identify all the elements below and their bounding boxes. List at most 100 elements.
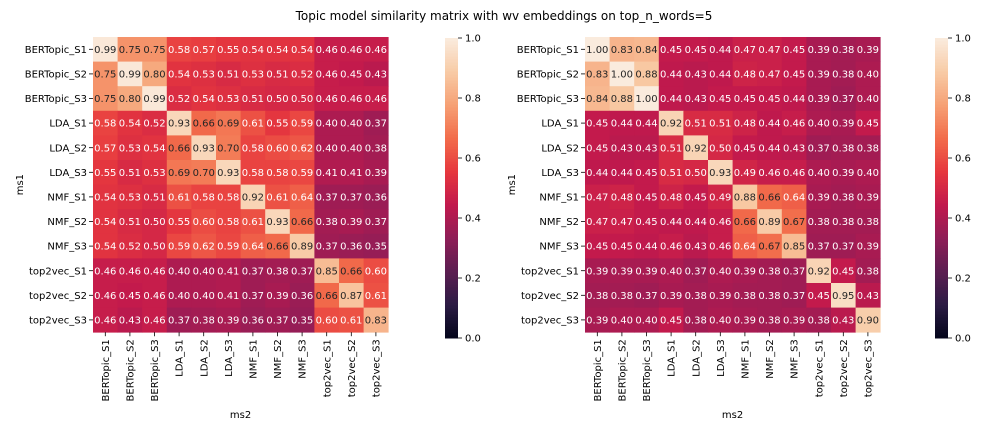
y-tick-label: NMF_S2 [539, 217, 579, 228]
heatmap-cell [240, 135, 266, 161]
cell-value-label: 0.43 [857, 291, 879, 302]
heatmap-cell [314, 160, 340, 185]
heatmap-cell [166, 184, 192, 210]
colorbar-segment [445, 245, 458, 249]
colorbar-segment [935, 263, 948, 267]
colorbar-segment [935, 326, 948, 330]
cell-value-label: 0.54 [94, 242, 116, 253]
heatmap-cell [166, 135, 192, 161]
heatmap-cell [855, 160, 881, 185]
cell-value-label: 0.61 [242, 119, 264, 130]
heatmap-cell [93, 110, 118, 136]
colorbar-segment [445, 323, 458, 327]
heatmap-cell [93, 184, 118, 210]
cell-value-label: 0.49 [709, 193, 731, 204]
heatmap-cell [658, 307, 684, 333]
heatmap-cell [93, 135, 118, 161]
colorbar-tick-label: 0.6 [465, 154, 481, 165]
cell-value-label: 0.40 [857, 70, 879, 81]
cell-value-label: 0.57 [94, 143, 116, 154]
heatmap-cell [781, 110, 807, 136]
colorbar-segment [935, 44, 948, 48]
colorbar-segment [445, 134, 458, 138]
colorbar-segment [445, 212, 458, 216]
colorbar-segment [935, 83, 948, 87]
heatmap-cell [609, 209, 635, 235]
colorbar-segment [935, 212, 948, 216]
cell-value-label: 0.90 [857, 316, 879, 327]
heatmap-cell [166, 160, 192, 185]
colorbar-segment [445, 101, 458, 105]
colorbar-segment [445, 116, 458, 120]
cell-value-label: 0.46 [143, 266, 165, 277]
heatmap-cell [363, 86, 389, 112]
heatmap-cell [240, 258, 266, 284]
cell-value-label: 0.38 [758, 291, 780, 302]
heatmap-cell [265, 307, 291, 333]
cell-value-label: 0.55 [266, 119, 288, 130]
cell-value-label: 0.38 [316, 217, 338, 228]
heatmap-cell [93, 160, 118, 185]
colorbar-segment [935, 137, 948, 141]
heatmap-cell [806, 209, 832, 235]
heatmap-cell [683, 307, 709, 333]
colorbar-segment [445, 86, 458, 90]
cell-value-label: 0.99 [94, 45, 116, 56]
heatmap-cell [757, 258, 783, 284]
colorbar-segment [935, 113, 948, 117]
heatmap-cell [339, 110, 364, 136]
cell-value-label: 0.43 [365, 70, 387, 81]
colorbar-segment [445, 263, 458, 267]
cell-value-label: 0.51 [660, 168, 682, 179]
heatmap-cell [781, 209, 807, 235]
colorbar-segment [445, 182, 458, 186]
cell-value-label: 0.51 [660, 143, 682, 154]
cell-value-label: 0.43 [685, 70, 707, 81]
heatmap-cell [191, 37, 217, 62]
colorbar-tick-label: 1.0 [955, 34, 971, 45]
x-tick-label: NMF_S1 [741, 339, 752, 379]
colorbar-segment [445, 68, 458, 72]
heatmap-cell [658, 160, 684, 185]
colorbar-segment [445, 104, 458, 108]
cell-value-label: 0.52 [291, 70, 313, 81]
cell-value-label: 0.38 [832, 70, 854, 81]
colorbar: 0.0 0.2 0.4 0.6 0.8 1.0 [445, 34, 481, 345]
heatmap-cell [585, 110, 610, 136]
cell-value-label: 0.95 [832, 291, 854, 302]
colorbar-segment [935, 179, 948, 183]
cell-value-label: 0.39 [340, 217, 362, 228]
cell-value-label: 0.66 [340, 266, 362, 277]
colorbar-segment [935, 65, 948, 69]
x-axis-label: ms2 [722, 410, 743, 421]
cell-value-label: 0.66 [734, 217, 756, 228]
y-tick-label: top2vec_S1 [521, 266, 579, 277]
heatmap-cell [831, 61, 856, 87]
colorbar-segment [935, 215, 948, 219]
cell-value-label: 0.35 [365, 242, 387, 253]
heatmap-cell [166, 110, 192, 136]
colorbar-tick-label: 0.2 [955, 274, 971, 285]
x-tick-label: LDA_S3 [716, 339, 727, 377]
colorbar-segment [935, 125, 948, 129]
heatmap-cell [683, 86, 709, 112]
heatmap-cell [831, 37, 856, 62]
heatmap-cell [314, 135, 340, 161]
heatmap-cell [806, 61, 832, 87]
heatmap-cell [831, 307, 856, 333]
colorbar-segment [445, 227, 458, 231]
colorbar-segment [935, 71, 948, 75]
heatmap-cell [363, 258, 389, 284]
cell-value-label: 0.54 [119, 119, 141, 130]
colorbar-segment [935, 164, 948, 168]
colorbar-segment [445, 200, 458, 204]
colorbar-segment [445, 65, 458, 69]
heatmap-cell [142, 209, 168, 235]
heatmap-cell [216, 209, 241, 235]
colorbar-segment [445, 143, 458, 147]
y-tick-label: top2vec_S2 [521, 291, 579, 302]
colorbar-segment [935, 245, 948, 249]
colorbar-segment [935, 275, 948, 279]
heatmap-cell [855, 307, 881, 333]
